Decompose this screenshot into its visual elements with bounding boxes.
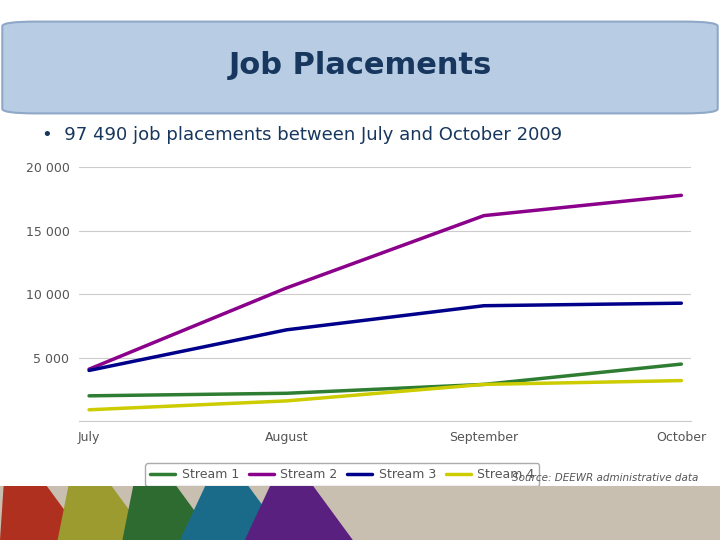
Text: Source: DEEWR administrative data: Source: DEEWR administrative data: [512, 473, 698, 483]
Legend: Stream 1, Stream 2, Stream 3, Stream 4: Stream 1, Stream 2, Stream 3, Stream 4: [145, 463, 539, 486]
Polygon shape: [58, 486, 151, 540]
Stream 2: [677, 192, 685, 199]
Polygon shape: [0, 486, 86, 540]
FancyBboxPatch shape: [2, 22, 718, 113]
Stream 4: [480, 381, 488, 388]
Stream 3: [282, 327, 291, 333]
Text: •  97 490 job placements between July and October 2009: • 97 490 job placements between July and…: [42, 126, 562, 144]
Stream 1: [677, 361, 685, 367]
Polygon shape: [0, 486, 720, 540]
Stream 1: [282, 390, 291, 396]
Stream 4: [282, 397, 291, 404]
Stream 2: [85, 366, 94, 373]
Stream 3: [480, 302, 488, 309]
Text: Job Placements: Job Placements: [228, 51, 492, 80]
Stream 4: [85, 407, 94, 413]
Stream 1: [480, 381, 488, 388]
Stream 4: [677, 377, 685, 384]
Polygon shape: [180, 486, 288, 540]
Stream 3: [85, 367, 94, 374]
Line: Stream 1: Stream 1: [89, 364, 681, 396]
Polygon shape: [245, 486, 353, 540]
Stream 2: [480, 212, 488, 219]
Stream 3: [677, 300, 685, 306]
Stream 2: [282, 285, 291, 291]
Stream 1: [85, 393, 94, 399]
Line: Stream 2: Stream 2: [89, 195, 681, 369]
Line: Stream 3: Stream 3: [89, 303, 681, 370]
Line: Stream 4: Stream 4: [89, 381, 681, 410]
Polygon shape: [122, 486, 216, 540]
